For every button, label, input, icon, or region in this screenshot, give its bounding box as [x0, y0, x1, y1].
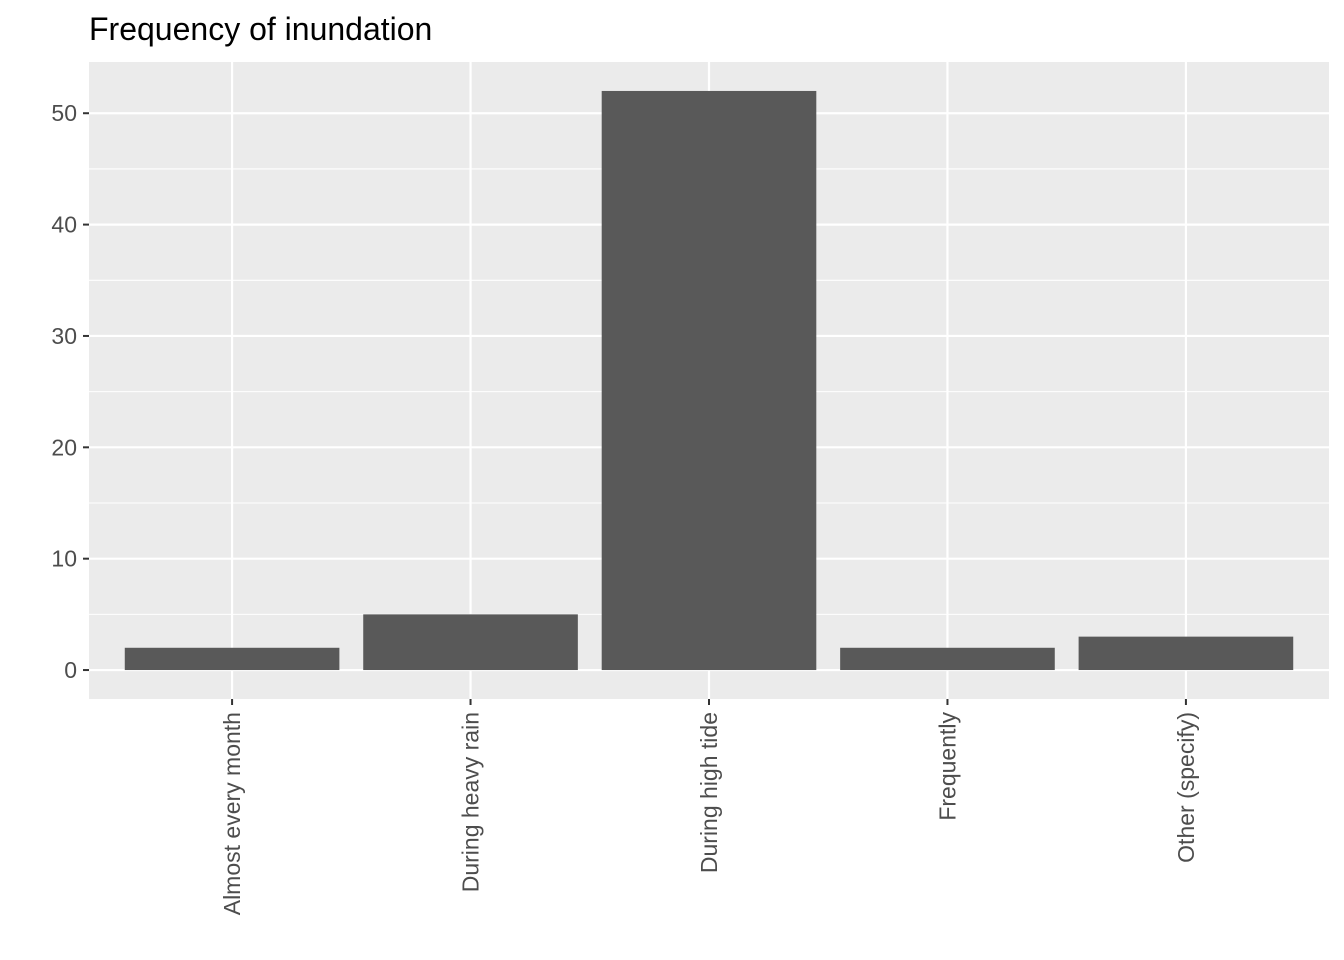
chart-title: Frequency of inundation: [89, 11, 432, 47]
y-axis: 0 10 20 30 40 50: [51, 100, 89, 683]
y-tick-label: 10: [51, 546, 77, 572]
bar: [124, 647, 340, 671]
x-tick-label: During high tide: [696, 712, 722, 873]
x-tick-label: During heavy rain: [458, 712, 484, 892]
x-tick-label: Frequently: [934, 712, 960, 821]
bar: [1078, 636, 1294, 671]
x-axis: Almost every month During heavy rain Durin…: [219, 699, 1199, 915]
bar: [363, 614, 578, 671]
y-tick-label: 50: [51, 100, 77, 126]
y-tick-label: 20: [51, 434, 77, 460]
y-tick-label: 40: [51, 212, 77, 238]
x-tick-label: Other (specify): [1173, 712, 1199, 863]
y-tick-label: 0: [64, 657, 77, 683]
x-tick-label: Almost every month: [219, 712, 245, 915]
bars: [124, 90, 1294, 671]
bar: [840, 647, 1055, 671]
bar: [601, 90, 817, 671]
y-tick-label: 30: [51, 323, 77, 349]
